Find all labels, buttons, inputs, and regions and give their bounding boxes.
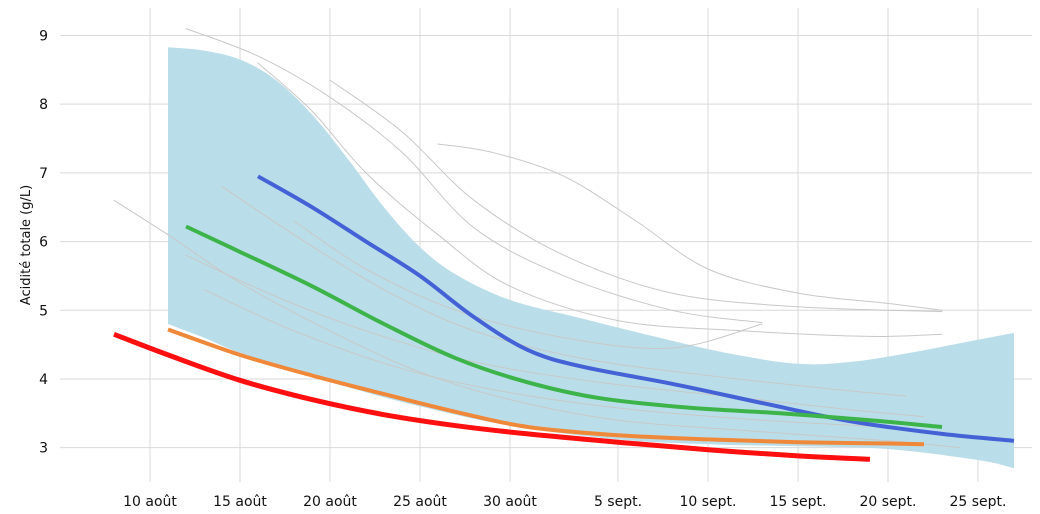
background-series-line-6 bbox=[185, 254, 925, 418]
x-tick-label: 5 sept. bbox=[594, 494, 642, 510]
background-series-line-8 bbox=[203, 289, 889, 428]
background-series-group bbox=[113, 28, 961, 449]
y-tick-label: 6 bbox=[39, 235, 48, 251]
x-tick-label: 20 sept. bbox=[860, 494, 917, 510]
x-tick-label: 15 sept. bbox=[770, 494, 827, 510]
main-series-group bbox=[113, 174, 1015, 462]
x-tick-label: 20 août bbox=[303, 494, 357, 510]
series-line-1 bbox=[185, 224, 943, 429]
x-tick-label: 10 sept. bbox=[680, 494, 737, 510]
y-tick-label: 3 bbox=[39, 441, 48, 457]
background-series-line-5 bbox=[221, 186, 907, 397]
x-tick-label: 25 août bbox=[393, 494, 447, 510]
background-series-line-4 bbox=[113, 199, 961, 449]
series-line-2 bbox=[167, 327, 925, 447]
x-tick-label: 15 août bbox=[213, 494, 267, 510]
range-band bbox=[168, 47, 1014, 469]
background-series-line-0 bbox=[185, 28, 763, 324]
background-series-line-3 bbox=[437, 143, 943, 311]
y-tick-label: 7 bbox=[39, 166, 48, 182]
background-series-line-7 bbox=[293, 220, 763, 349]
x-tick-label: 30 août bbox=[483, 494, 537, 510]
series-line-3 bbox=[113, 331, 871, 462]
y-axis-ticks: 3 4 5 6 7 8 9 bbox=[39, 28, 48, 456]
y-tick-label: 8 bbox=[39, 97, 48, 113]
background-series-line-2 bbox=[329, 79, 943, 313]
y-tick-label: 9 bbox=[39, 28, 48, 44]
range-band-area bbox=[168, 47, 1014, 469]
background-series-line-1 bbox=[257, 62, 943, 337]
x-tick-label: 10 août bbox=[123, 494, 177, 510]
y-tick-label: 4 bbox=[39, 372, 48, 388]
series-line-0 bbox=[256, 174, 1015, 443]
x-axis-ticks: 10 août 15 août 20 août 25 août 30 août 5 sep… bbox=[123, 494, 1006, 510]
x-tick-label: 25 sept. bbox=[950, 494, 1007, 510]
y-tick-label: 5 bbox=[39, 303, 48, 319]
y-axis-title: Acidité totale (g/L) bbox=[19, 185, 34, 305]
